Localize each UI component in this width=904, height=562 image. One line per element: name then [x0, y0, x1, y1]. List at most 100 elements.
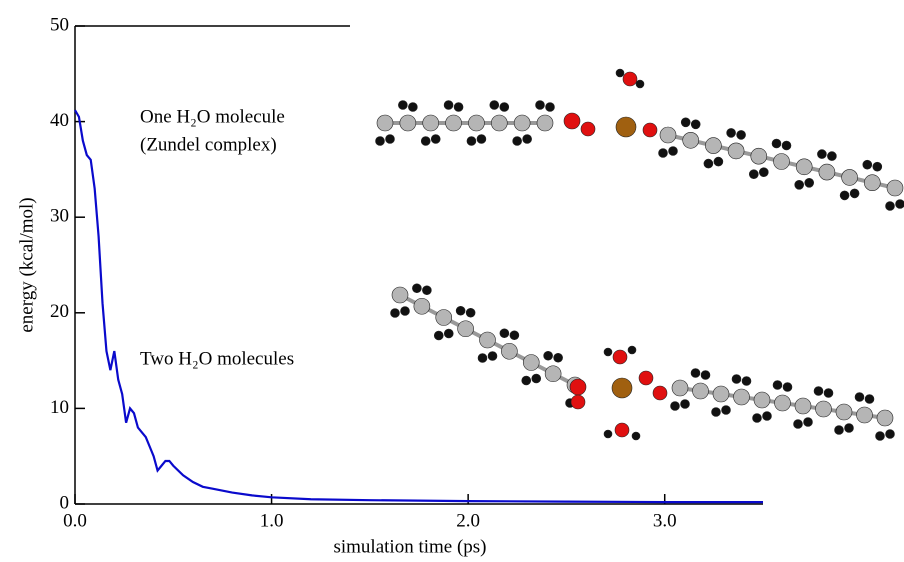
- atom: [385, 134, 395, 144]
- atom: [563, 112, 581, 130]
- atom: [400, 306, 410, 316]
- atom: [844, 423, 854, 433]
- y-tick-label: 30: [50, 206, 69, 227]
- atom: [399, 114, 417, 132]
- atom: [612, 349, 628, 365]
- atom: [443, 100, 454, 110]
- atom: [531, 373, 542, 384]
- atom: [433, 330, 444, 341]
- atom: [895, 199, 904, 209]
- atom: [668, 146, 678, 156]
- atom: [435, 309, 453, 326]
- atom: [795, 158, 813, 176]
- atom: [781, 140, 792, 151]
- atom: [726, 128, 736, 138]
- atom: [713, 156, 724, 167]
- atom: [412, 283, 422, 294]
- atom: [818, 163, 836, 181]
- atom: [545, 102, 555, 112]
- atom: [671, 379, 689, 397]
- atom: [885, 201, 895, 211]
- atom: [862, 159, 873, 170]
- atom: [731, 374, 742, 384]
- atom: [804, 178, 815, 188]
- atom: [622, 71, 638, 87]
- atom: [782, 382, 793, 392]
- atom: [652, 385, 668, 401]
- atom: [705, 137, 722, 154]
- atom: [817, 149, 827, 159]
- atom: [876, 409, 894, 427]
- atom: [468, 114, 485, 132]
- atom: [658, 148, 668, 158]
- atom: [376, 114, 394, 132]
- y-tick-label: 50: [50, 14, 69, 35]
- atom: [422, 114, 440, 132]
- atom: [487, 351, 498, 361]
- atom: [375, 136, 385, 146]
- atom: [553, 352, 563, 363]
- data-line: [74, 109, 763, 504]
- atom: [489, 100, 500, 110]
- atom: [752, 413, 762, 423]
- atom: [430, 134, 441, 144]
- atom: [501, 342, 518, 360]
- atom: [750, 147, 768, 165]
- atom: [536, 114, 554, 132]
- atom: [758, 167, 769, 177]
- atom: [885, 429, 895, 439]
- atom: [772, 380, 783, 390]
- atom: [864, 394, 875, 404]
- atom: [712, 385, 730, 403]
- atom: [774, 394, 791, 412]
- atom: [823, 388, 834, 398]
- atom: [690, 368, 701, 378]
- atom: [615, 116, 637, 138]
- atom: [834, 425, 844, 435]
- atom: [543, 350, 553, 361]
- annotation: (Zundel complex): [140, 134, 277, 155]
- atom: [659, 126, 677, 144]
- atom: [611, 377, 633, 399]
- y-axis-label: energy (kcal/mol): [16, 197, 37, 332]
- atom: [499, 102, 510, 112]
- atom: [465, 307, 476, 318]
- atom: [849, 188, 860, 199]
- atom: [390, 308, 400, 318]
- atom: [535, 100, 545, 110]
- atom: [680, 117, 691, 128]
- x-axis-label: simulation time (ps): [333, 536, 486, 557]
- atom: [762, 411, 772, 421]
- atom: [682, 132, 700, 149]
- atom: [856, 406, 873, 424]
- atom: [771, 138, 782, 149]
- atom: [443, 328, 454, 339]
- atom: [522, 354, 540, 371]
- atom: [570, 394, 586, 410]
- atom: [479, 331, 496, 349]
- atom: [476, 134, 487, 144]
- atom: [863, 174, 881, 191]
- atom: [422, 285, 432, 296]
- atom: [413, 297, 431, 315]
- atom: [408, 102, 418, 112]
- x-tick-label: 1.0: [260, 510, 284, 531]
- atom: [580, 121, 596, 137]
- atom: [794, 180, 805, 190]
- atom: [773, 153, 790, 170]
- atom: [748, 169, 759, 179]
- atom: [509, 330, 520, 341]
- atom: [813, 386, 824, 396]
- atom: [736, 130, 746, 140]
- atom: [638, 370, 654, 386]
- atom: [490, 114, 508, 132]
- atom: [875, 431, 885, 441]
- y-tick-label: 0: [60, 492, 70, 513]
- molecule-illustration: [375, 68, 904, 441]
- atom: [841, 169, 858, 186]
- atom: [835, 403, 853, 421]
- atom: [692, 382, 709, 400]
- x-tick-label: 3.0: [653, 510, 677, 531]
- atom: [615, 68, 625, 78]
